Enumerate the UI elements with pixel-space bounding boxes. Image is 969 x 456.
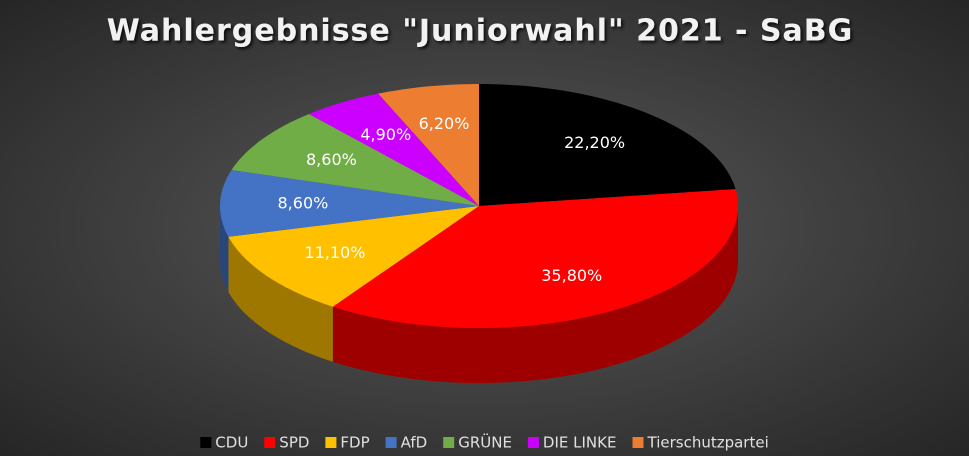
legend-label: GRÜNE bbox=[458, 433, 512, 452]
legend-swatch bbox=[385, 437, 397, 448]
legend: CDU SPD FDP AfD GRÜNE DIE LINKE Tierschutzpart… bbox=[200, 433, 769, 452]
legend-swatch bbox=[325, 437, 337, 448]
chart-title: Wahlergebnisse "Juniorwahl" 2021 - SaBG bbox=[107, 14, 854, 49]
legend-label: DIE LINKE bbox=[543, 434, 617, 452]
legend-item: CDU bbox=[200, 434, 248, 452]
data-label: 8,60% bbox=[278, 194, 329, 213]
slice bbox=[220, 170, 479, 237]
legend-label: SPD bbox=[279, 434, 309, 452]
slice bbox=[332, 189, 738, 328]
legend-label: Tierschutzpartei bbox=[647, 434, 769, 452]
slice bbox=[231, 114, 479, 206]
legend-label: AfD bbox=[401, 434, 428, 452]
slice bbox=[378, 84, 479, 206]
legend-item: FDP bbox=[325, 434, 370, 452]
slice bbox=[309, 93, 479, 206]
slice-side-shade bbox=[332, 206, 738, 383]
legend-item: SPD bbox=[264, 434, 309, 452]
legend-swatch bbox=[527, 437, 539, 448]
slice-side bbox=[228, 236, 333, 362]
legend-label: FDP bbox=[340, 434, 369, 452]
legend-swatch bbox=[443, 437, 455, 448]
data-label: 8,60% bbox=[306, 150, 357, 169]
slice-side bbox=[332, 206, 738, 383]
legend-swatch bbox=[264, 437, 276, 448]
legend-item: AfD bbox=[385, 434, 428, 452]
slice-side-shade bbox=[220, 206, 229, 292]
slice-side-shade bbox=[228, 236, 333, 362]
slice-side bbox=[220, 206, 229, 292]
slice bbox=[479, 84, 736, 206]
data-label: 11,10% bbox=[304, 243, 365, 262]
data-label: 4,90% bbox=[360, 125, 411, 144]
data-label: 6,20% bbox=[419, 114, 470, 133]
legend-swatch bbox=[200, 437, 212, 448]
pie: 22,20%35,80%11,10%8,60%8,60%4,90%6,20% bbox=[220, 84, 738, 383]
legend-item: GRÜNE bbox=[443, 433, 512, 452]
legend-item: DIE LINKE bbox=[527, 434, 617, 452]
legend-swatch bbox=[632, 437, 644, 448]
legend-item: Tierschutzpartei bbox=[632, 434, 769, 452]
data-label: 35,80% bbox=[541, 266, 602, 285]
data-label: 22,20% bbox=[564, 133, 625, 152]
slice bbox=[228, 206, 479, 307]
legend-label: CDU bbox=[215, 434, 248, 452]
